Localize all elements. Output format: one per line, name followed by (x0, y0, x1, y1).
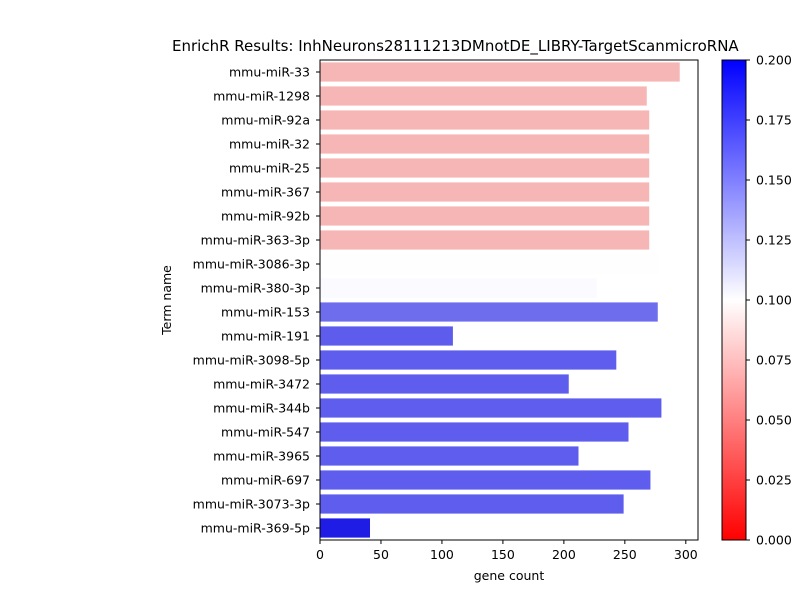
y-tick-label: mmu-miR-92b (221, 209, 310, 224)
y-tick-label: mmu-miR-367 (221, 185, 310, 200)
bar-mmu-miR-92a (320, 110, 650, 130)
x-tick-label: 50 (373, 547, 389, 562)
y-tick-label: mmu-miR-3098-5p (193, 353, 310, 368)
y-tick-label: mmu-miR-3073-3p (193, 497, 310, 512)
y-tick-label: mmu-miR-191 (221, 329, 310, 344)
bar-mmu-miR-367 (320, 182, 650, 202)
bar-mmu-miR-3098-5p (320, 350, 617, 370)
y-tick-label: mmu-miR-1298 (213, 89, 310, 104)
bar-mmu-miR-32 (320, 134, 650, 154)
bar-mmu-miR-3965 (320, 446, 579, 466)
y-tick-label: mmu-miR-547 (221, 425, 310, 440)
y-tick-labels: mmu-miR-33 mmu-miR-1298 mmu-miR-92a mmu-miR… (193, 65, 320, 536)
colorbar (721, 59, 747, 541)
bar-mmu-miR-153 (320, 302, 658, 322)
bar-mmu-miR-697 (320, 470, 651, 490)
y-axis-label: Term name (159, 265, 174, 336)
colorbar-ticks: 0.000 0.025 0.050 0.075 0.100 0.125 0.150 0.175… (746, 53, 792, 548)
bar-mmu-miR-92b (320, 206, 650, 226)
colorbar-tick-label: 0.075 (756, 353, 792, 368)
plot-frame (319, 59, 699, 541)
colorbar-tick-label: 0.100 (756, 293, 792, 308)
x-axis-label: gene count (474, 568, 545, 583)
x-tick-label: 100 (430, 547, 454, 562)
bar-mmu-miR-547 (320, 422, 629, 442)
colorbar-tick-label: 0.150 (756, 173, 792, 188)
y-tick-label: mmu-miR-369-5p (201, 521, 310, 536)
bar-mmu-miR-191 (320, 326, 453, 346)
bar-mmu-miR-33 (320, 62, 680, 82)
y-tick-label: mmu-miR-3472 (213, 377, 310, 392)
x-tick-label: 250 (613, 547, 637, 562)
colorbar-tick-label: 0.200 (756, 53, 792, 68)
colorbar-tick-label: 0.025 (756, 473, 792, 488)
y-tick-label: mmu-miR-3965 (213, 449, 310, 464)
y-tick-label: mmu-miR-33 (229, 65, 310, 80)
x-tick-label: 150 (491, 547, 515, 562)
bar-mmu-miR-344b (320, 398, 662, 418)
bar-mmu-miR-369-5p (320, 518, 370, 538)
bars-group (320, 62, 680, 538)
x-tick-label: 0 (316, 547, 324, 562)
bar-mmu-miR-25 (320, 158, 650, 178)
colorbar-tick-label: 0.125 (756, 233, 792, 248)
bar-mmu-miR-363-3p (320, 230, 650, 250)
bar-mmu-miR-3073-3p (320, 494, 624, 514)
bar-mmu-miR-3472 (320, 374, 569, 394)
colorbar-tick-label: 0.050 (756, 413, 792, 428)
y-tick-label: mmu-miR-25 (229, 161, 310, 176)
x-axis-ticks: 0 50 100 150 200 250 300 (316, 540, 698, 562)
colorbar-tick-label: 0.000 (756, 533, 792, 548)
x-tick-label: 200 (552, 547, 576, 562)
y-tick-label: mmu-miR-153 (221, 305, 310, 320)
bar-mmu-miR-3086-3p (320, 254, 659, 274)
x-tick-label: 300 (674, 547, 698, 562)
y-tick-label: mmu-miR-363-3p (201, 233, 310, 248)
y-tick-label: mmu-miR-3086-3p (193, 257, 310, 272)
colorbar-tick-label: 0.175 (756, 113, 792, 128)
y-tick-label: mmu-miR-697 (221, 473, 310, 488)
y-tick-label: mmu-miR-344b (213, 401, 310, 416)
bar-mmu-miR-1298 (320, 86, 647, 106)
chart-title: EnrichR Results: InhNeurons28111213DMnot… (172, 37, 739, 56)
y-tick-label: mmu-miR-92a (221, 113, 310, 128)
bar-mmu-miR-380-3p (320, 278, 597, 298)
y-tick-label: mmu-miR-32 (229, 137, 310, 152)
y-tick-label: mmu-miR-380-3p (201, 281, 310, 296)
